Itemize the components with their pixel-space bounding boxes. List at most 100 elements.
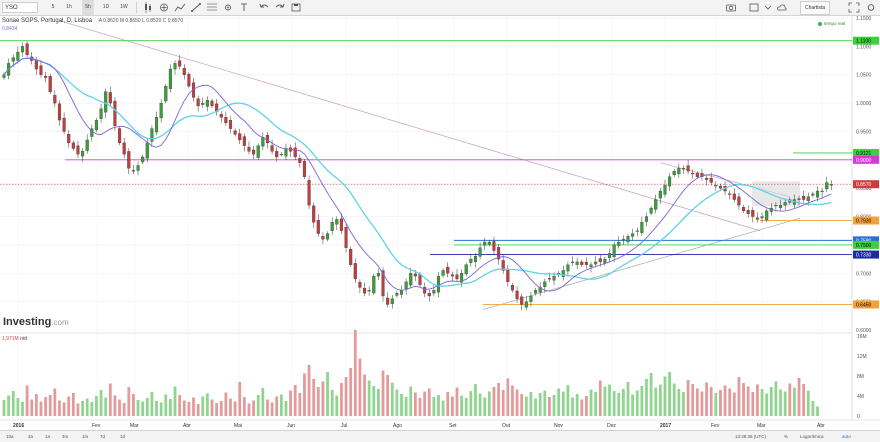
volume-bar <box>529 392 533 416</box>
candle-body <box>44 75 48 78</box>
volume-bar <box>58 400 61 416</box>
percent-toggle[interactable]: % <box>784 434 789 439</box>
volume-axis-label: 8M <box>857 374 864 380</box>
drawing-line-icon[interactable] <box>190 2 202 13</box>
candle-body <box>815 190 820 198</box>
price-tag <box>853 300 879 309</box>
candle-body <box>154 117 159 133</box>
volume-bar <box>487 391 491 416</box>
candle-body <box>621 239 625 241</box>
camera-icon[interactable] <box>725 2 737 13</box>
range-1m[interactable]: 1m <box>82 434 89 439</box>
symbol-search-input[interactable]: YSO <box>2 2 38 13</box>
candle-body <box>825 182 829 190</box>
redo-icon[interactable] <box>274 2 286 13</box>
candle-body <box>182 68 186 75</box>
fullscreen-icon[interactable] <box>848 2 860 13</box>
chartista-button[interactable]: Chartista <box>800 1 830 15</box>
range-3m[interactable]: 3m <box>62 434 69 439</box>
cloud-icon[interactable] <box>776 2 788 13</box>
candle-body <box>321 236 325 240</box>
candle-body <box>654 199 658 210</box>
save-icon[interactable] <box>290 2 302 13</box>
volume-bar <box>626 382 630 416</box>
price-tag-label: 1.1100 <box>856 39 871 45</box>
volume-bar <box>418 398 422 416</box>
time-axis-label: Fev <box>92 423 101 429</box>
candle-body <box>399 290 404 295</box>
volume-bar <box>557 388 561 416</box>
volume-bar <box>340 383 343 416</box>
range-7d[interactable]: 7d <box>100 434 106 439</box>
candle-body <box>76 145 80 155</box>
auto-scale-toggle[interactable]: auto <box>842 434 851 439</box>
volume-bar <box>353 330 357 416</box>
volume-bar <box>594 392 598 416</box>
sma-value-label: 0.8434 <box>2 26 18 32</box>
volume-bar <box>478 393 482 416</box>
volume-axis-label: 12M <box>857 354 867 360</box>
volume-bar <box>400 394 403 416</box>
dropdown-icon[interactable] <box>762 2 774 13</box>
volume-bar <box>164 394 168 416</box>
range-1a[interactable]: 1a <box>45 434 51 439</box>
volume-bar <box>48 395 52 416</box>
settings-gear-icon[interactable] <box>865 2 877 13</box>
price-chart[interactable]: 1.1500 1.1000 1.0500 1.0000 0.9500 0.9000 0.85… <box>0 16 880 430</box>
candlestick-icon[interactable] <box>142 2 154 13</box>
volume-bar <box>7 395 11 416</box>
range-1d[interactable]: 1d <box>120 434 126 439</box>
price-tag-label: 0.9121 <box>856 151 872 157</box>
volume-bar <box>298 393 302 416</box>
volume-bar <box>575 394 579 416</box>
candle-body <box>395 292 399 296</box>
volume-legend: 1,971M n/d <box>2 336 27 342</box>
candle-body <box>598 258 602 263</box>
interval-5h[interactable]: 5h <box>82 0 94 15</box>
candle-body <box>765 210 769 221</box>
interval-1d[interactable]: 1D <box>102 4 110 10</box>
compare-icon[interactable] <box>158 2 170 13</box>
candle-body <box>478 247 482 257</box>
log-scale-toggle[interactable]: Logarítmica <box>800 434 824 439</box>
volume-bar <box>705 382 708 416</box>
candle-body <box>279 153 283 156</box>
volume-bar <box>34 394 38 416</box>
volume-bar <box>284 401 288 416</box>
settings-icon[interactable] <box>222 2 234 13</box>
volume-bar <box>802 384 806 416</box>
candle-body <box>436 275 441 293</box>
range-3a[interactable]: 3a <box>28 434 34 439</box>
interval-5[interactable]: 5 <box>51 4 55 10</box>
indicators-icon[interactable] <box>174 2 186 13</box>
price-tag-label: 0.8570 <box>856 182 872 188</box>
investing-logo: Investing.com <box>3 316 69 328</box>
candle-body <box>829 184 833 186</box>
new-window-icon[interactable] <box>748 2 760 13</box>
interval-1h[interactable]: 1h <box>66 4 72 10</box>
text-icon[interactable] <box>238 2 250 13</box>
volume-bar <box>455 387 459 416</box>
volume-bar <box>303 373 306 416</box>
candle-body <box>473 256 478 262</box>
trendline-descending[interactable] <box>59 20 761 232</box>
volume-bar <box>344 377 348 416</box>
candle-body <box>307 180 311 206</box>
volume-bar <box>654 387 658 416</box>
candle-body <box>464 264 468 275</box>
volume-bar <box>631 394 635 416</box>
drawing-fib-icon[interactable] <box>206 2 218 13</box>
undo-icon[interactable] <box>258 2 270 13</box>
candle-body <box>714 185 718 187</box>
volume-bar <box>381 370 385 416</box>
interval-1w[interactable]: 1W <box>120 4 128 10</box>
volume-bar <box>580 399 584 416</box>
range-10a[interactable]: 10a <box>6 434 14 439</box>
volume-bar <box>372 386 376 416</box>
realtime-dot-icon <box>818 21 822 26</box>
volume-bar <box>742 383 745 416</box>
trendline-ascending[interactable] <box>482 217 801 310</box>
candle-body <box>108 92 112 104</box>
volume-bar <box>806 390 810 416</box>
volume-bar <box>44 397 47 416</box>
